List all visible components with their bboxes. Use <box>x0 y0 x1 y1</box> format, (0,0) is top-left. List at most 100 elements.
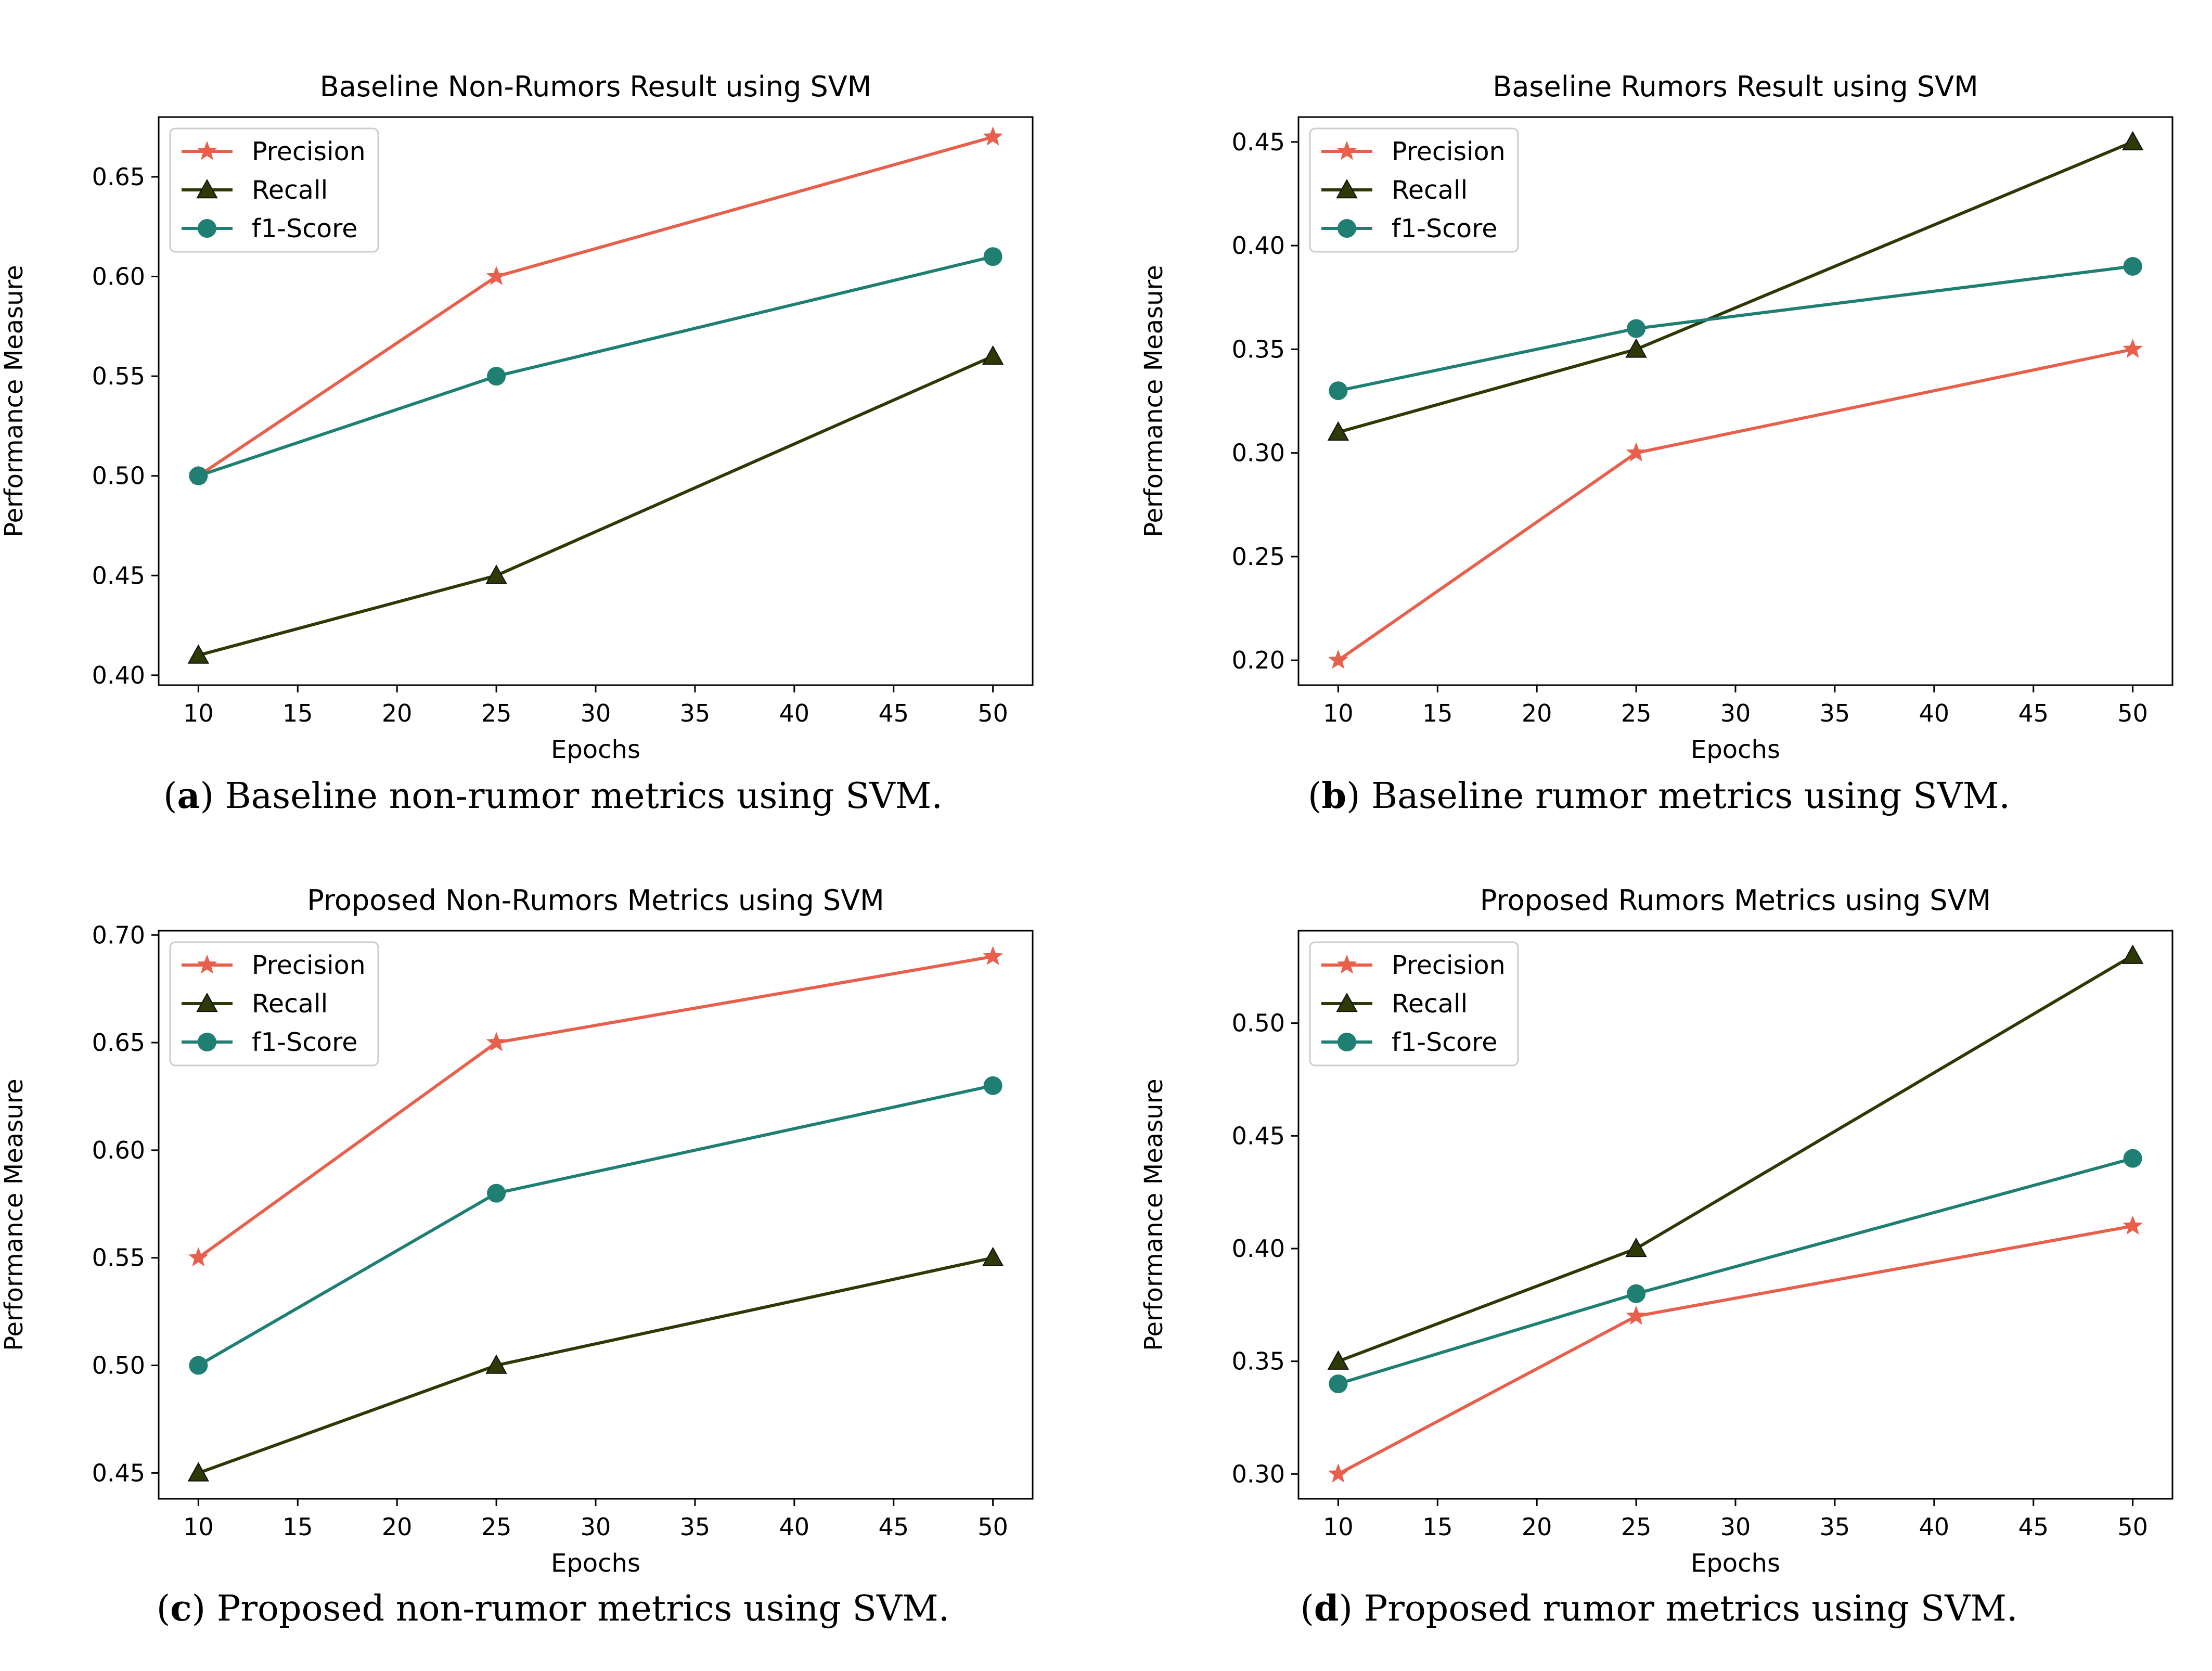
x-tick-label: 45 <box>2018 1513 2049 1541</box>
legend-marker <box>1336 954 1357 974</box>
data-point <box>982 345 1004 365</box>
x-tick-label: 10 <box>183 699 214 727</box>
legend-marker <box>198 219 216 238</box>
y-tick-label: 0.30 <box>1232 1460 1285 1488</box>
series-f1-score <box>1329 256 2142 401</box>
legend-item: Recall <box>182 989 328 1019</box>
x-axis-label: Epochs <box>1691 735 1780 764</box>
series-precision <box>1328 338 2143 669</box>
data-point <box>1625 338 1647 358</box>
legend-label: f1-Score <box>1392 214 1497 243</box>
chart-proposed-rumors: Proposed Rumors Metrics using SVM 10 15 20 2… <box>1139 884 2174 1578</box>
data-point <box>485 1354 507 1374</box>
y-axis-label: Performance Measure <box>0 1078 29 1351</box>
series-line <box>1338 1156 2133 1385</box>
y-tick-label: 0.35 <box>1232 335 1285 363</box>
series-recall <box>187 345 1004 664</box>
data-point <box>2121 131 2144 151</box>
data-point <box>983 946 1004 966</box>
y-tick-label: 0.65 <box>92 163 145 191</box>
data-point <box>1328 649 1348 669</box>
x-tick-label: 15 <box>282 699 313 727</box>
caption-letter: c <box>170 1588 192 1629</box>
legend-label: Precision <box>1392 137 1506 166</box>
x-tick-label: 30 <box>1720 1513 1751 1541</box>
legend-item: f1-Score <box>182 214 357 243</box>
series-line <box>1337 1224 2133 1475</box>
legend-marker <box>1338 219 1356 238</box>
x-tick-label: 10 <box>1323 699 1354 727</box>
legend-item: f1-Score <box>182 1027 357 1057</box>
legend-box <box>1309 127 1519 253</box>
caption-d: (d) Proposed rumor metrics using SVM. <box>1300 1588 2018 1629</box>
data-point <box>983 1076 1002 1095</box>
y-axis-label: Performance Measure <box>0 265 29 537</box>
legend-label: Recall <box>1392 175 1468 205</box>
x-tick-label: 40 <box>779 699 810 727</box>
data-point <box>486 266 507 286</box>
data-point <box>188 1247 209 1267</box>
legend-item: Recall <box>1321 175 1468 205</box>
data-point <box>2123 1215 2143 1235</box>
legend-box <box>169 127 379 253</box>
x-tick-label: 15 <box>1422 1513 1453 1541</box>
x-tick-label: 25 <box>1621 699 1652 727</box>
x-tick-label: 30 <box>1720 699 1751 727</box>
x-tick-label: 50 <box>2117 1513 2148 1541</box>
series-line <box>1337 348 2133 662</box>
y-tick-label: 0.30 <box>1232 439 1285 467</box>
caption-c: (c) Proposed non-rumor metrics using SVM… <box>156 1588 950 1629</box>
chart-title: Proposed Non-Rumors Metrics using SVM <box>307 884 884 917</box>
x-tick-label: 25 <box>1621 1513 1652 1541</box>
legend-marker <box>1336 140 1357 160</box>
legend-box <box>1309 941 1519 1066</box>
data-point <box>983 126 1004 146</box>
x-tick-label: 25 <box>481 1513 512 1541</box>
x-tick-label: 35 <box>1820 1513 1850 1541</box>
y-axis-label: Performance Measure <box>1139 1078 1168 1351</box>
series-recall <box>1327 944 2144 1370</box>
caption-text: Baseline non-rumor metrics using SVM. <box>214 776 943 817</box>
y-tick-label: 0.60 <box>92 263 145 291</box>
data-point <box>2123 256 2142 276</box>
legend-marker <box>197 954 217 974</box>
legend-label: Precision <box>252 950 366 980</box>
y-tick-label: 0.20 <box>1232 646 1285 674</box>
x-tick-label: 20 <box>1522 699 1552 727</box>
caption-text: Proposed non-rumor metrics using SVM. <box>205 1588 950 1629</box>
legend-label: Recall <box>252 989 328 1019</box>
legend-marker <box>196 178 218 199</box>
legend: Precision Recall f1-Score <box>169 941 379 1066</box>
y-tick-label: 0.40 <box>92 661 145 689</box>
legend-marker <box>197 140 217 160</box>
x-axis-label: Epochs <box>551 1549 640 1578</box>
series-line <box>1338 264 2133 393</box>
x-tick-label: 30 <box>581 1513 611 1541</box>
legend-item: Recall <box>1321 989 1468 1019</box>
y-tick-label: 0.55 <box>92 1244 145 1272</box>
data-point <box>187 1462 210 1482</box>
data-point <box>485 564 507 584</box>
y-tick-label: 0.45 <box>1232 128 1285 156</box>
x-tick-label: 50 <box>978 1513 1008 1541</box>
y-tick-label: 0.50 <box>92 1352 145 1380</box>
legend-label: f1-Score <box>1392 1027 1497 1057</box>
x-tick-label: 35 <box>680 699 711 727</box>
legend-label: Precision <box>1392 950 1506 980</box>
series-line <box>198 355 994 657</box>
y-tick-label: 0.35 <box>1232 1347 1285 1376</box>
legend-marker <box>1336 992 1358 1012</box>
series-line <box>198 255 994 478</box>
x-tick-label: 40 <box>1919 1513 1950 1541</box>
legend-marker <box>1336 178 1358 199</box>
data-point <box>1327 421 1349 441</box>
x-axis-label: Epochs <box>551 735 640 764</box>
series-f1-score <box>1329 1149 2142 1393</box>
series-f1-score <box>189 1076 1002 1375</box>
data-point <box>1626 442 1647 462</box>
data-point <box>2123 338 2143 358</box>
legend-item: Precision <box>1321 137 1506 166</box>
series-precision <box>1328 1215 2143 1483</box>
chart-proposed-non-rumors: Proposed Non-Rumors Metrics using SVM 10 1… <box>0 884 1034 1578</box>
